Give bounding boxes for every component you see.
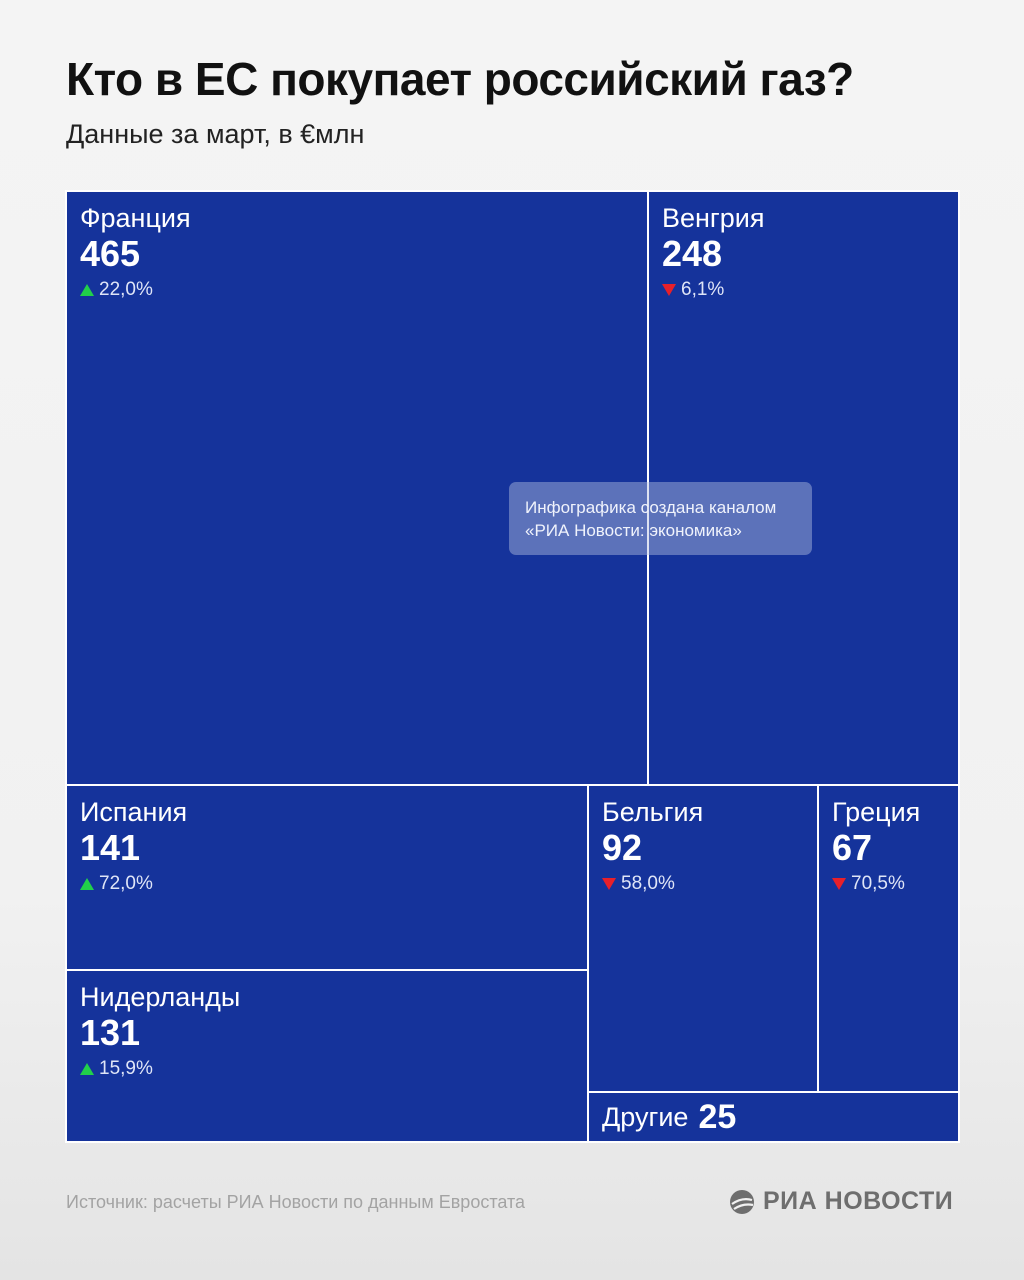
arrow-down-icon — [832, 878, 846, 890]
cell-value: 92 — [602, 827, 643, 868]
treemap-cell-spain: Испания 141 72,0% — [65, 784, 589, 971]
cell-value: 465 — [80, 233, 141, 274]
cell-label: Греция — [832, 797, 921, 827]
cell-value: 141 — [80, 827, 141, 868]
arrow-down-icon — [602, 878, 616, 890]
cell-change: 72,0% — [80, 873, 153, 895]
treemap-cell-netherlands: Нидерланды 131 15,9% — [65, 969, 589, 1143]
page-title: Кто в ЕС покупает российский газ? — [66, 53, 854, 105]
cell-value: 67 — [832, 827, 873, 868]
change-text: 22,0% — [99, 279, 153, 300]
change-text: 70,5% — [851, 873, 905, 894]
change-text: 6,1% — [681, 279, 725, 300]
cell-label: Другие — [602, 1101, 689, 1132]
cell-label: Франция — [80, 203, 191, 233]
cell-label: Испания — [80, 797, 188, 827]
treemap-cell-greece: Греция 67 70,5% — [817, 784, 960, 1093]
source-note: Источник: расчеты РИА Новости по данным … — [66, 1192, 526, 1212]
page-subtitle: Данные за март, в €млн — [66, 119, 365, 149]
watermark-line: Инфографика создана каналом — [525, 498, 777, 517]
cell-change: 70,5% — [832, 873, 905, 895]
cell-change: 6,1% — [662, 279, 724, 301]
cell-label: Венгрия — [662, 203, 765, 233]
cell-value: 25 — [698, 1097, 737, 1136]
arrow-up-icon — [80, 1063, 94, 1075]
treemap-cell-belgium: Бельгия 92 58,0% — [587, 784, 819, 1093]
cell-change: 22,0% — [80, 279, 153, 301]
ria-logo: РИА НОВОСТИ — [729, 1187, 953, 1216]
channel-watermark: Инфографика создана каналом «РИА Новости:… — [509, 482, 812, 555]
watermark-line: «РИА Новости: экономика» — [525, 521, 742, 540]
arrow-up-icon — [80, 878, 94, 890]
logo-text: РИА НОВОСТИ — [763, 1187, 954, 1215]
treemap-cell-others: Другие 25 — [587, 1091, 960, 1143]
cell-label: Бельгия — [602, 797, 704, 827]
change-text: 15,9% — [99, 1058, 153, 1079]
cell-change: 15,9% — [80, 1058, 153, 1080]
change-text: 72,0% — [99, 873, 153, 894]
ria-globe-icon — [730, 1189, 754, 1214]
treemap-chart: Франция 465 22,0% Венгрия 248 6,1% Испания 141 7… — [65, 190, 960, 1143]
change-text: 58,0% — [621, 873, 675, 894]
cell-label: Нидерланды — [80, 982, 241, 1012]
treemap-cell-hungary: Венгрия 248 6,1% — [647, 190, 960, 786]
arrow-up-icon — [80, 284, 94, 296]
cell-value: 131 — [80, 1012, 141, 1053]
cell-value: 248 — [662, 233, 723, 274]
cell-change: 58,0% — [602, 873, 675, 895]
arrow-down-icon — [662, 284, 676, 296]
treemap-cell-france: Франция 465 22,0% — [65, 190, 649, 786]
